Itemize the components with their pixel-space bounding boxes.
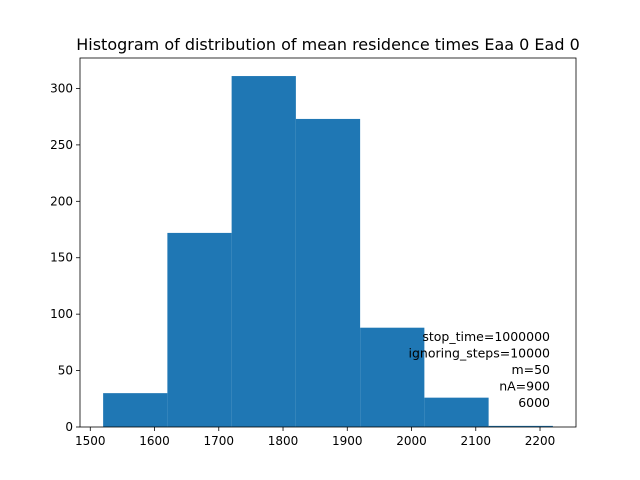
x-tick-label: 1600 [139, 434, 170, 448]
histogram-bar [295, 118, 361, 427]
x-tick-label: 1900 [332, 434, 363, 448]
x-tick-label: 1700 [204, 434, 235, 448]
annotation-line: ignoring_steps=10000 [409, 346, 551, 361]
y-tick-label: 250 [50, 138, 73, 152]
x-tick-label: 2000 [396, 434, 427, 448]
histogram-bar [231, 76, 296, 427]
annotation-line: m=50 [511, 362, 550, 377]
histogram-bars [103, 76, 553, 427]
axes [79, 57, 577, 428]
x-tick-label: 2100 [460, 434, 491, 448]
histogram-bar [167, 232, 232, 427]
x-tick-label: 1500 [75, 434, 106, 448]
x-tick-label: 1800 [268, 434, 299, 448]
histogram-bar [360, 327, 425, 427]
histogram-bar [488, 425, 553, 427]
axis-ticks: 1500 1600 1700 1800 1900 2000 2100 2200 0 50 100 15… [50, 81, 555, 448]
annotation-line: nA=900 [499, 379, 550, 394]
x-tick-label: 2200 [525, 434, 556, 448]
chart-title: Histogram of distribution of mean reside… [76, 35, 580, 54]
y-tick-label: 50 [58, 364, 73, 378]
histogram-bar [424, 397, 489, 427]
y-tick-label: 300 [50, 81, 73, 95]
y-tick-label: 200 [50, 194, 73, 208]
y-tick-label: 150 [50, 251, 73, 265]
annotation-line: 6000 [518, 395, 550, 410]
y-tick-label: 0 [65, 420, 73, 434]
annotation-line: stop_time=1000000 [422, 329, 550, 344]
y-tick-label: 100 [50, 307, 73, 321]
histogram-bar [103, 393, 168, 427]
annotation-box: stop_time=1000000 ignoring_steps=10000m=5… [409, 329, 551, 410]
plot-frame [79, 57, 577, 428]
